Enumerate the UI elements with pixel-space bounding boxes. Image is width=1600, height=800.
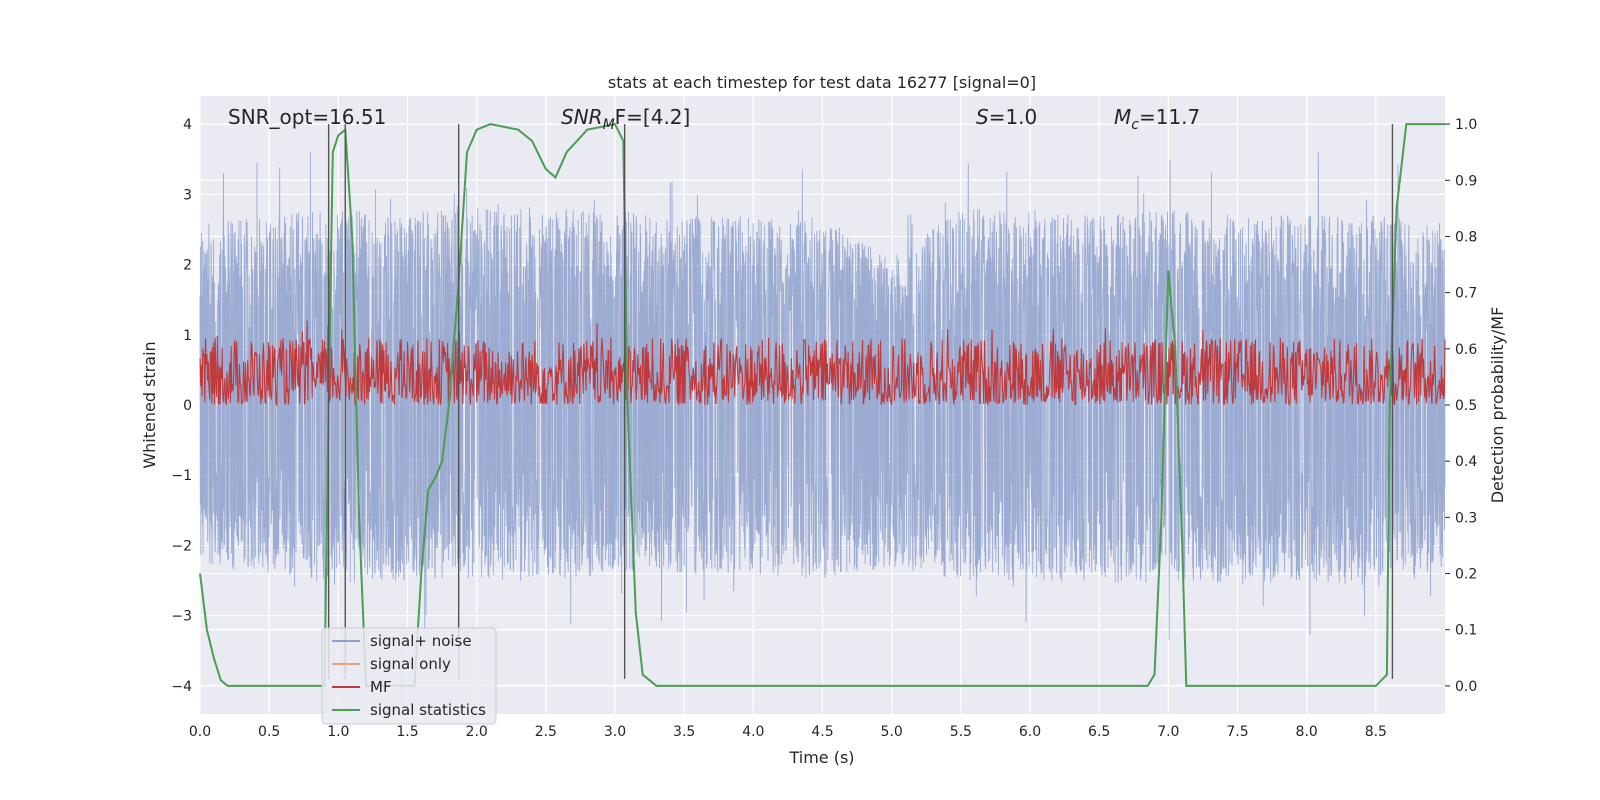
annotation-snr-opt: SNR_opt=16.51 bbox=[228, 105, 386, 129]
mc-symbol: M bbox=[1114, 105, 1131, 129]
y-tick-label: 2 bbox=[183, 258, 192, 274]
snr-mf-symbol: SNR bbox=[561, 105, 603, 129]
y2-tick-label: 0.9 bbox=[1455, 173, 1477, 189]
y-tick-label: −4 bbox=[171, 679, 192, 695]
mc-value: =11.7 bbox=[1139, 105, 1200, 129]
y2-tick-label: 1.0 bbox=[1455, 117, 1477, 133]
y-tick-label: 0 bbox=[183, 398, 192, 414]
mf-layer bbox=[199, 320, 1446, 407]
annotation-mc: Mc=11.7 bbox=[1114, 105, 1200, 133]
x-tick-label: 7.0 bbox=[1157, 724, 1179, 740]
annotation-s: S=1.0 bbox=[976, 105, 1037, 129]
x-tick-label: 2.5 bbox=[535, 724, 557, 740]
y-tick-label: −1 bbox=[171, 468, 192, 484]
x-tick-label: 4.5 bbox=[811, 724, 833, 740]
legend-label-signal-statistics: signal statistics bbox=[370, 701, 486, 719]
snr-mf-value: F=[4.2] bbox=[615, 105, 691, 129]
annotation-snr-mf: SNRMF=[4.2] bbox=[561, 105, 690, 133]
series-mf bbox=[199, 320, 1446, 407]
legend-label-signal-only: signal only bbox=[370, 655, 451, 673]
x-tick-label: 1.0 bbox=[327, 724, 349, 740]
legend-box bbox=[321, 627, 497, 725]
y2-tick-label: 0.7 bbox=[1455, 286, 1477, 302]
y2-axis-label: Detection probability/MF bbox=[1488, 307, 1507, 504]
mc-subscript: c bbox=[1131, 117, 1139, 133]
y-tick-label: 1 bbox=[183, 328, 192, 344]
x-axis-label: Time (s) bbox=[788, 748, 854, 767]
y-axis-label: Whitened strain bbox=[140, 341, 159, 468]
x-tick-label: 5.0 bbox=[881, 724, 903, 740]
x-tick-label: 3.0 bbox=[604, 724, 626, 740]
signal-statistics-layer bbox=[199, 122, 1445, 687]
x-tick-label: 8.0 bbox=[1296, 724, 1318, 740]
y2-tick-label: 0.5 bbox=[1455, 398, 1477, 414]
x-tick-label: 5.5 bbox=[950, 724, 972, 740]
series-signal-statistics bbox=[199, 122, 1445, 687]
x-tick-label: 4.0 bbox=[742, 724, 764, 740]
s-symbol: S bbox=[976, 105, 989, 129]
x-tick-label: 6.0 bbox=[1019, 724, 1041, 740]
y2-tick-label: 0.1 bbox=[1455, 623, 1477, 639]
x-tick-label: 2.0 bbox=[466, 724, 488, 740]
y2-tick-label: 0.2 bbox=[1455, 567, 1477, 583]
y-tick-labels: 4 3 2 1 0 −1 −2 −3 −4 bbox=[171, 117, 192, 695]
y-tick-label: 4 bbox=[183, 117, 192, 133]
x-tick-labels: 0.0 0.5 1.0 1.5 2.0 2.5 3.0 3.5 4.0 4.5 5.0 5.5 6.0 6… bbox=[189, 724, 1387, 740]
legend: signal+ noise signal only MF signal stat… bbox=[321, 627, 497, 725]
x-tick-label: 6.5 bbox=[1088, 724, 1110, 740]
y2-tick-label: 0.0 bbox=[1455, 679, 1477, 695]
y-tick-label: −2 bbox=[171, 538, 192, 554]
y2-tick-label: 0.4 bbox=[1455, 454, 1477, 470]
legend-label-signal-noise: signal+ noise bbox=[370, 632, 472, 650]
x-tick-label: 7.5 bbox=[1226, 724, 1248, 740]
legend-label-mf: MF bbox=[370, 678, 392, 696]
vertical-lines bbox=[327, 124, 1394, 679]
y2-tick-labels: 1.0 0.9 0.8 0.7 0.6 0.5 0.4 0.3 0.2 0.1 0.0 bbox=[1445, 117, 1477, 695]
x-tick-label: 0.0 bbox=[189, 724, 211, 740]
y2-tick-label: 0.6 bbox=[1455, 342, 1477, 358]
snr-mf-subscript: M bbox=[603, 117, 615, 133]
s-value: =1.0 bbox=[989, 105, 1038, 129]
y-tick-label: 3 bbox=[183, 187, 192, 203]
y-tick-label: −3 bbox=[171, 609, 192, 625]
x-tick-label: 1.5 bbox=[396, 724, 418, 740]
x-tick-label: 0.5 bbox=[258, 724, 280, 740]
y2-tick-label: 0.3 bbox=[1455, 510, 1477, 526]
series-signal-noise bbox=[199, 151, 1446, 640]
chart-title: stats at each timestep for test data 162… bbox=[608, 73, 1036, 92]
y2-tick-label: 0.8 bbox=[1455, 229, 1477, 245]
x-tick-label: 8.5 bbox=[1365, 724, 1387, 740]
x-tick-label: 3.5 bbox=[673, 724, 695, 740]
signal-noise-layer bbox=[199, 151, 1446, 640]
